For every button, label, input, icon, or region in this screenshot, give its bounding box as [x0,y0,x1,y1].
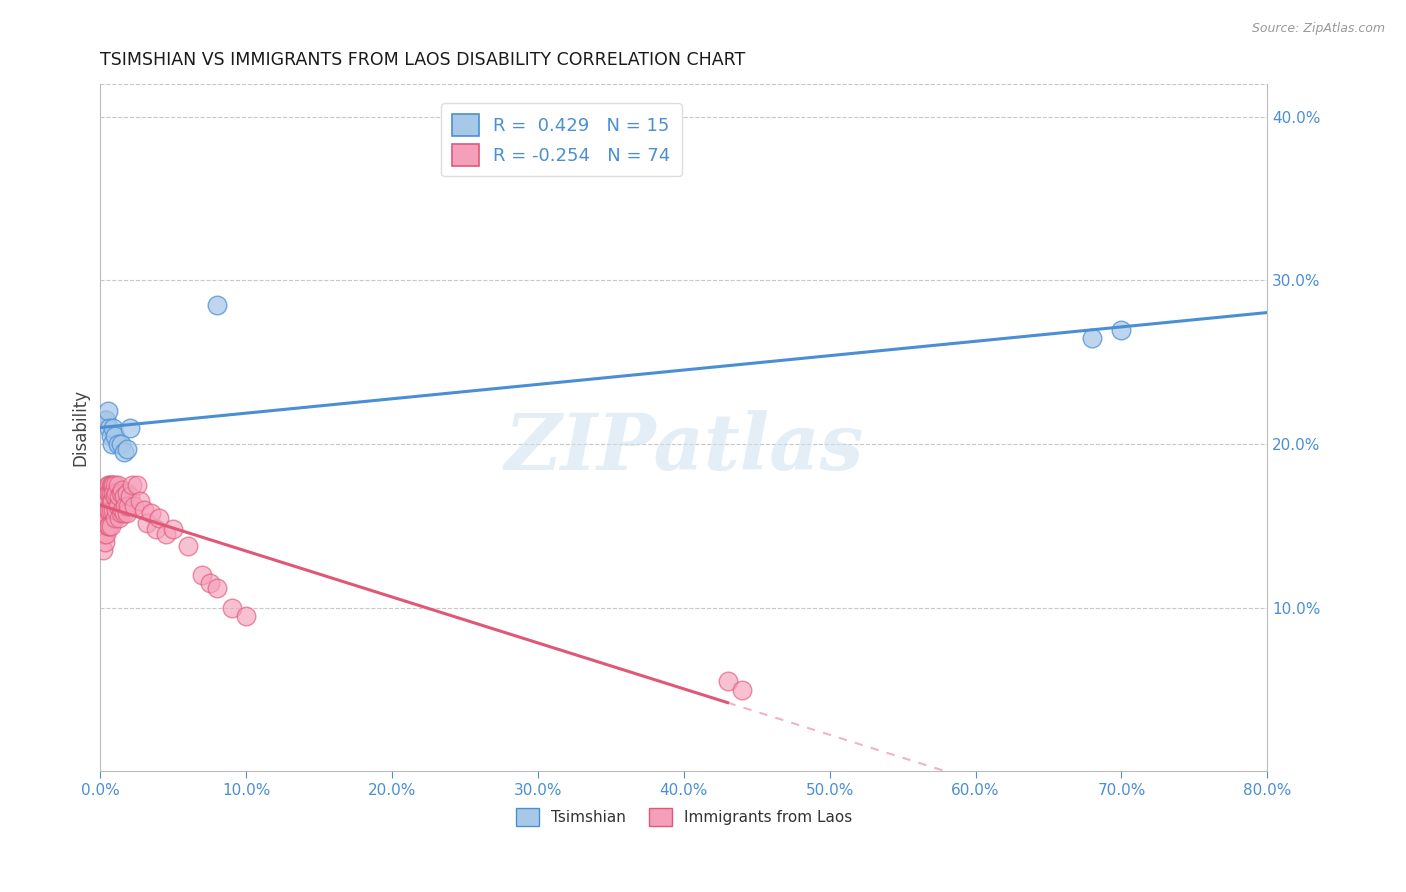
Point [108,510,131,524]
Point [221,600,243,615]
Point [115,506,138,520]
Point [136,516,159,530]
Point [103,486,125,500]
Point [162,522,184,536]
Point [91,543,114,558]
Point [191,568,214,582]
Point [107,500,129,514]
Point [100,519,122,533]
Point [96,510,118,524]
Point [122,500,145,514]
Point [91,510,114,524]
Point [103,502,125,516]
Point [97,519,120,533]
Point [118,490,141,504]
Y-axis label: Disability: Disability [72,389,89,467]
Point [103,478,125,492]
Point [112,490,135,504]
Point [97,404,120,418]
Point [91,494,114,508]
Point [141,506,163,520]
Point [731,682,754,697]
Point [104,478,127,492]
Text: TSIMSHIAN VS IMMIGRANTS FROM LAOS DISABILITY CORRELATION CHART: TSIMSHIAN VS IMMIGRANTS FROM LAOS DISABI… [100,51,745,69]
Point [96,494,118,508]
Point [96,527,118,541]
Point [101,437,124,451]
Point [148,510,170,524]
Point [107,478,129,492]
Point [93,412,115,426]
Point [98,486,121,500]
Point [93,535,115,549]
Point [114,500,136,514]
Point [100,429,122,443]
Point [91,527,114,541]
Point [93,527,115,541]
Point [97,478,120,492]
Legend: Tsimshian, Immigrants from Laos: Tsimshian, Immigrants from Laos [509,802,858,832]
Point [100,502,122,516]
Point [111,483,134,497]
Point [118,421,141,435]
Point [90,519,112,533]
Point [101,494,124,508]
Point [145,522,167,536]
Point [155,527,177,541]
Point [205,298,228,312]
Point [97,494,120,508]
Point [111,502,134,516]
Point [93,510,115,524]
Point [110,437,132,451]
Point [90,502,112,516]
Text: ZIPatlas: ZIPatlas [505,410,863,487]
Point [97,486,120,500]
Point [110,486,132,500]
Point [97,502,120,516]
Point [101,478,124,492]
Point [107,437,129,451]
Point [98,478,121,492]
Point [1081,331,1104,345]
Point [132,502,155,516]
Point [100,494,122,508]
Point [128,494,150,508]
Point [98,519,121,533]
Point [125,478,148,492]
Point [96,502,118,516]
Point [93,502,115,516]
Point [112,506,135,520]
Point [235,608,257,623]
Point [105,486,128,500]
Point [198,576,221,591]
Point [117,500,139,514]
Point [115,442,138,456]
Point [90,486,112,500]
Point [98,421,121,435]
Point [1111,322,1133,336]
Point [121,478,143,492]
Point [177,539,200,553]
Text: Source: ZipAtlas.com: Source: ZipAtlas.com [1251,22,1385,36]
Point [96,412,118,426]
Point [105,502,128,516]
Point [93,494,115,508]
Point [100,478,122,492]
Point [98,502,121,516]
Point [103,421,125,435]
Point [100,486,122,500]
Point [104,510,127,524]
Point [717,674,740,689]
Point [108,490,131,504]
Point [115,486,138,500]
Point [205,581,228,595]
Point [104,429,127,443]
Point [104,490,127,504]
Point [110,506,132,520]
Point [112,445,135,459]
